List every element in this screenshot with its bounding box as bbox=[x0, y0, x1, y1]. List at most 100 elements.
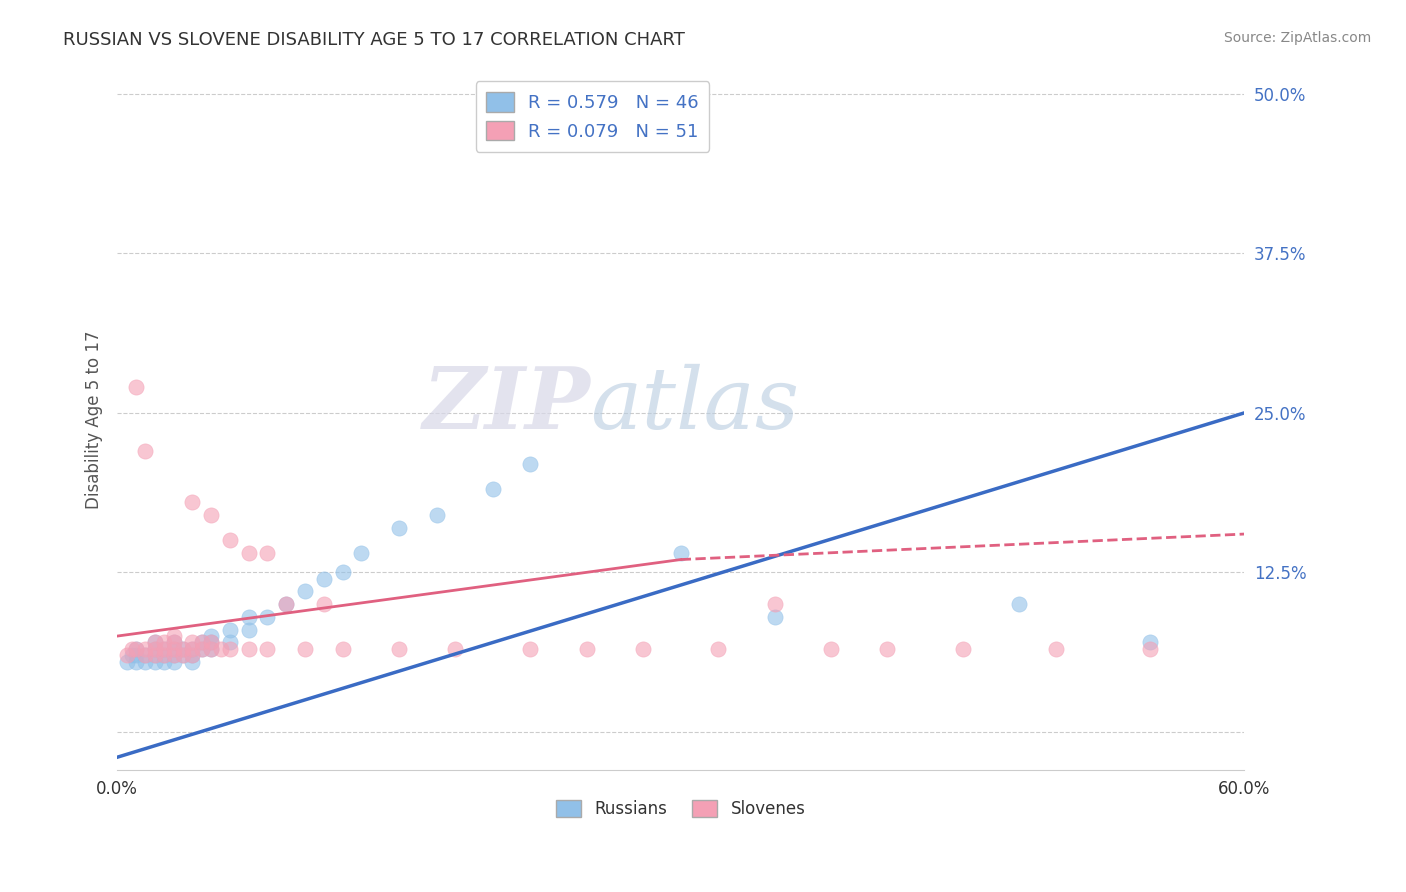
Point bbox=[200, 508, 222, 522]
Point bbox=[190, 635, 212, 649]
Point bbox=[134, 641, 156, 656]
Point bbox=[153, 648, 176, 663]
Point bbox=[332, 566, 354, 580]
Point bbox=[388, 521, 411, 535]
Point bbox=[134, 655, 156, 669]
Point bbox=[181, 641, 204, 656]
Text: ZIP: ZIP bbox=[423, 363, 591, 447]
Point bbox=[172, 641, 194, 656]
Point bbox=[238, 623, 260, 637]
Y-axis label: Disability Age 5 to 17: Disability Age 5 to 17 bbox=[86, 330, 103, 508]
Point bbox=[876, 641, 898, 656]
Point bbox=[162, 641, 184, 656]
Point bbox=[631, 641, 654, 656]
Point bbox=[219, 641, 242, 656]
Point bbox=[162, 635, 184, 649]
Point bbox=[162, 648, 184, 663]
Point bbox=[134, 648, 156, 663]
Point bbox=[172, 648, 194, 663]
Point bbox=[1045, 641, 1067, 656]
Text: RUSSIAN VS SLOVENE DISABILITY AGE 5 TO 17 CORRELATION CHART: RUSSIAN VS SLOVENE DISABILITY AGE 5 TO 1… bbox=[63, 31, 685, 49]
Point bbox=[312, 597, 335, 611]
Point bbox=[425, 508, 447, 522]
Point bbox=[181, 641, 204, 656]
Point bbox=[162, 635, 184, 649]
Point bbox=[1139, 641, 1161, 656]
Point bbox=[388, 641, 411, 656]
Point bbox=[172, 641, 194, 656]
Point bbox=[669, 546, 692, 560]
Point bbox=[153, 641, 176, 656]
Point bbox=[763, 597, 786, 611]
Point bbox=[143, 641, 166, 656]
Point bbox=[238, 641, 260, 656]
Point bbox=[190, 641, 212, 656]
Point bbox=[1008, 597, 1031, 611]
Point bbox=[519, 641, 541, 656]
Point bbox=[294, 641, 316, 656]
Point bbox=[1139, 635, 1161, 649]
Point bbox=[121, 641, 143, 656]
Point bbox=[238, 610, 260, 624]
Point bbox=[219, 623, 242, 637]
Point bbox=[134, 444, 156, 458]
Point bbox=[209, 641, 232, 656]
Text: Source: ZipAtlas.com: Source: ZipAtlas.com bbox=[1223, 31, 1371, 45]
Point bbox=[162, 655, 184, 669]
Point bbox=[143, 648, 166, 663]
Point bbox=[482, 483, 505, 497]
Point bbox=[153, 641, 176, 656]
Point bbox=[172, 648, 194, 663]
Point bbox=[219, 533, 242, 548]
Point bbox=[312, 572, 335, 586]
Point bbox=[190, 641, 212, 656]
Text: atlas: atlas bbox=[591, 364, 800, 447]
Point bbox=[444, 641, 467, 656]
Point bbox=[181, 495, 204, 509]
Point bbox=[143, 635, 166, 649]
Point bbox=[519, 457, 541, 471]
Point bbox=[115, 655, 138, 669]
Point bbox=[153, 655, 176, 669]
Point bbox=[162, 629, 184, 643]
Point bbox=[125, 641, 148, 656]
Point bbox=[125, 380, 148, 394]
Point bbox=[181, 635, 204, 649]
Legend: Russians, Slovenes: Russians, Slovenes bbox=[550, 793, 813, 825]
Point bbox=[181, 648, 204, 663]
Point bbox=[143, 655, 166, 669]
Point bbox=[952, 641, 974, 656]
Point bbox=[134, 648, 156, 663]
Point bbox=[153, 635, 176, 649]
Point bbox=[256, 610, 278, 624]
Point bbox=[820, 641, 842, 656]
Point bbox=[200, 629, 222, 643]
Point bbox=[143, 635, 166, 649]
Point bbox=[143, 648, 166, 663]
Point bbox=[190, 635, 212, 649]
Point bbox=[200, 635, 222, 649]
Point bbox=[256, 546, 278, 560]
Point bbox=[200, 641, 222, 656]
Point bbox=[256, 641, 278, 656]
Point bbox=[332, 641, 354, 656]
Point bbox=[143, 641, 166, 656]
Point bbox=[350, 546, 373, 560]
Point bbox=[125, 641, 148, 656]
Point bbox=[153, 648, 176, 663]
Point bbox=[115, 648, 138, 663]
Point bbox=[162, 641, 184, 656]
Point bbox=[707, 641, 730, 656]
Point bbox=[294, 584, 316, 599]
Point bbox=[121, 648, 143, 663]
Point bbox=[200, 641, 222, 656]
Point bbox=[763, 610, 786, 624]
Point bbox=[200, 635, 222, 649]
Point bbox=[219, 635, 242, 649]
Point bbox=[162, 648, 184, 663]
Point bbox=[125, 655, 148, 669]
Point bbox=[125, 648, 148, 663]
Point bbox=[238, 546, 260, 560]
Point bbox=[276, 597, 298, 611]
Point bbox=[575, 641, 598, 656]
